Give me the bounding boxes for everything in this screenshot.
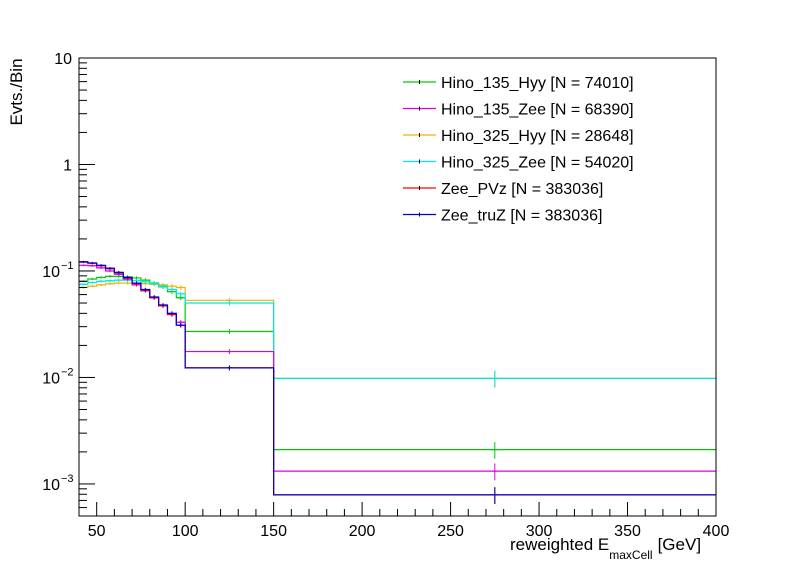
- y-tick-label: 10: [42, 264, 60, 281]
- legend-entry: Hino_325_Zee [N = 54020]: [441, 155, 634, 172]
- legend-entry: Zee_truZ [N = 383036]: [441, 208, 602, 225]
- y-tick-exponent: −1: [61, 260, 74, 272]
- y-tick-label: 1: [63, 157, 72, 174]
- x-tick-label: 100: [172, 523, 199, 540]
- x-tick-label: 150: [260, 523, 287, 540]
- x-tick-label: 350: [614, 523, 641, 540]
- plot-frame: [78, 57, 717, 517]
- legend-entry: Hino_325_Hyy [N = 28648]: [441, 128, 634, 145]
- x-tick-label: 50: [88, 523, 106, 540]
- x-axis-label-main: reweighted E: [510, 535, 609, 554]
- x-tick-label: 300: [526, 523, 553, 540]
- y-tick-exponent: −2: [61, 366, 74, 378]
- series-line: [79, 264, 716, 472]
- x-tick-label: 200: [349, 523, 376, 540]
- series-line: [79, 275, 716, 451]
- y-tick-label: 10: [42, 370, 60, 387]
- x-tick-label: 400: [703, 523, 730, 540]
- x-axis-label: reweighted EmaxCell [GeV]: [510, 535, 701, 562]
- legend: Hino_135_Hyy [N = 74010] Hino_135_Zee [N …: [403, 75, 634, 225]
- y-tick-label: 10: [42, 477, 60, 494]
- legend-entry: Zee_PVz [N = 383036]: [441, 181, 603, 198]
- x-tick-label: 250: [437, 523, 464, 540]
- series-line: [79, 282, 716, 379]
- x-axis-label-unit: [GeV]: [658, 535, 701, 554]
- series-line: [79, 279, 716, 379]
- y-tick-label: 10: [54, 51, 72, 68]
- x-axis-label-subscript: maxCell: [609, 548, 652, 562]
- legend-entry: Hino_135_Zee [N = 68390]: [441, 102, 634, 119]
- histogram-lines: [79, 260, 716, 505]
- y-axis-label: Evts./Bin: [7, 58, 26, 125]
- legend-entry: Hino_135_Hyy [N = 74010]: [441, 75, 634, 92]
- y-tick-exponent: −3: [61, 473, 74, 485]
